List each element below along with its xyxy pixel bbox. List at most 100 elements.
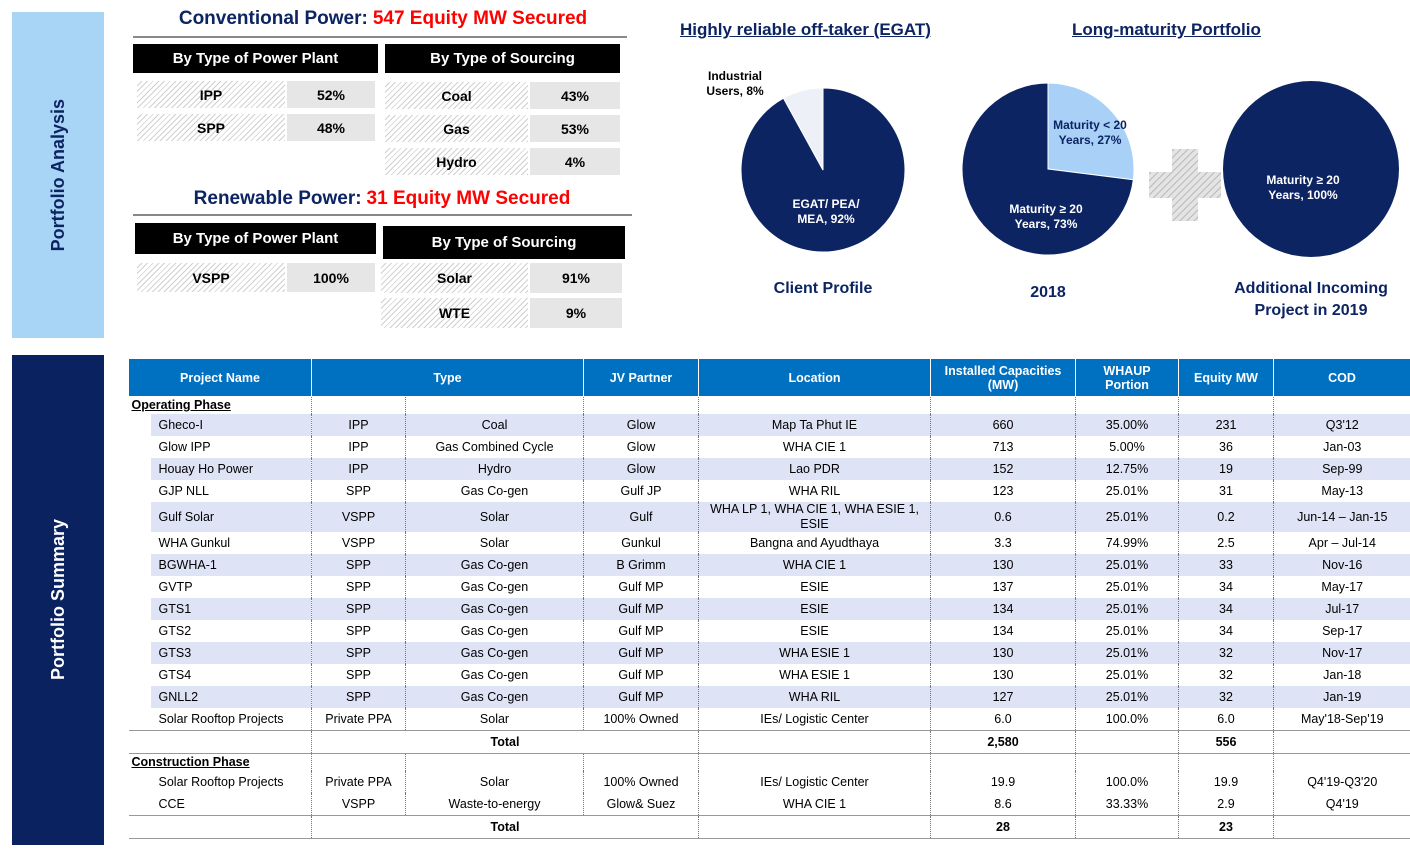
cell: Private PPA (311, 771, 406, 793)
cell: 6.0 (1178, 708, 1274, 731)
cell: 35.00% (1075, 414, 1179, 436)
cell: 34 (1178, 576, 1274, 598)
cell: 6.0 (930, 708, 1076, 731)
cell: Glow IPP (158, 439, 211, 454)
cell: Gulf MP (583, 686, 699, 708)
cell: Jan-03 (1273, 436, 1410, 458)
portfolio-table: Project Name Type JV Partner Location Instal… (128, 358, 1410, 839)
cell: WHA ESIE 1 (698, 664, 931, 686)
cell: Glow (583, 436, 699, 458)
cell (1273, 396, 1410, 414)
heading: Highly reliable off-taker (EGAT) (680, 20, 931, 39)
cell: Solar Rooftop Projects (158, 711, 284, 726)
column-header: Type (311, 358, 584, 397)
row-value: 4% (530, 148, 620, 175)
cell: 137 (930, 576, 1076, 598)
section-label: Operating Phase (131, 398, 231, 412)
cell: SPP (311, 686, 406, 708)
table-row: GTS2 SPP Gas Co-gen Gulf MP ESIE 134 25.01% 34 S… (129, 620, 1410, 642)
title-text: Renewable Power: (193, 188, 362, 209)
cell: 5.00% (1075, 436, 1179, 458)
table-row: BGWHA-1 SPP Gas Co-gen B Grimm WHA CIE 1 130 2… (128, 554, 1410, 576)
cell: 36 (1178, 436, 1274, 458)
cell: SPP (311, 576, 406, 598)
heading: Long-maturity Portfolio (1072, 20, 1261, 39)
cell: 100.0% (1075, 708, 1179, 731)
total-equity: 556 (1178, 730, 1274, 754)
cell: Gas Co-gen (405, 642, 584, 664)
cell: Jul-17 (1273, 598, 1410, 620)
cell: WHA ESIE 1 (698, 642, 931, 664)
row-value: 100% (287, 263, 375, 292)
cell (1075, 730, 1179, 754)
cell: May-13 (1273, 480, 1410, 502)
cell: 25.01% (1075, 642, 1179, 664)
cell: IEs/ Logistic Center (698, 708, 931, 731)
cell: SPP (311, 642, 406, 664)
table-row: Project Name Type JV Partner Location Instal… (128, 358, 1410, 397)
cell: WHA RIL (698, 480, 931, 502)
cell: Map Ta Phut IE (698, 414, 931, 436)
cell (1075, 753, 1179, 771)
cell: Jan-18 (1273, 664, 1410, 686)
column-header: JV Partner (583, 358, 699, 397)
pie-slice (961, 82, 1134, 256)
total-capacity: 28 (930, 815, 1076, 839)
cell: 19 (1178, 458, 1274, 480)
table-row: Total 28 23 (128, 815, 1410, 839)
cell: Jan-19 (1273, 686, 1410, 708)
cell: 134 (930, 598, 1076, 620)
cell: VSPP (311, 502, 406, 532)
cell: WHA CIE 1 (698, 554, 931, 576)
cell: Gas Co-gen (405, 576, 584, 598)
cell: B Grimm (583, 554, 699, 576)
cell: 25.01% (1075, 480, 1179, 502)
cell (311, 753, 406, 771)
sidebar-analysis: Portfolio Analysis (12, 12, 104, 338)
cell: 25.01% (1075, 554, 1179, 576)
cell: VSPP (311, 793, 406, 816)
cell: WHA CIE 1 (698, 793, 931, 816)
table-row: GJP NLL SPP Gas Co-gen Gulf JP WHA RIL 123 25.… (129, 480, 1410, 502)
cell: 0.6 (930, 502, 1076, 532)
cell (1075, 815, 1179, 839)
column-header: Equity MW (1178, 358, 1274, 397)
cell (405, 753, 584, 771)
cell: SPP (311, 598, 406, 620)
row-label: WTE (381, 298, 528, 328)
cell: GTS3 (128, 642, 312, 664)
cell: Gas Co-gen (405, 686, 584, 708)
table-row: Gulf Solar VSPP Solar Gulf WHA LP 1, WHA CIE… (128, 502, 1410, 532)
table-row: Operating Phase (129, 396, 1410, 414)
cell (128, 730, 312, 754)
cell: 32 (1178, 642, 1274, 664)
cell: Waste-to-energy (405, 793, 584, 816)
table-row: GTS3 SPP Gas Co-gen Gulf MP WHA ESIE 1 130 25.… (128, 642, 1410, 664)
cell: 74.99% (1075, 532, 1179, 554)
cell: 0.2 (1178, 502, 1274, 532)
cell: Gas Co-gen (405, 620, 584, 642)
cell: 19.9 (930, 771, 1076, 793)
table-row: Houay Ho Power IPP Hydro Glow Lao PDR 152 12.7… (128, 458, 1410, 480)
cell: WHA Gunkul (158, 535, 231, 550)
cell: 100% Owned (583, 771, 699, 793)
cell: Coal (405, 414, 584, 436)
pie-label: Maturity ≥ 20 Years, 73% (1009, 202, 1083, 231)
sidebar-summary: Portfolio Summary (12, 355, 104, 845)
cell: IPP (311, 436, 406, 458)
cell (930, 753, 1076, 771)
cell (583, 396, 699, 414)
cell (1178, 753, 1274, 771)
cell: Gulf MP (583, 642, 699, 664)
cell: IEs/ Logistic Center (698, 771, 931, 793)
row-label: IPP (137, 81, 285, 108)
cell (698, 396, 931, 414)
cell: Gas Co-gen (405, 480, 584, 502)
cell: 660 (930, 414, 1076, 436)
sidebar-label: Portfolio Summary (47, 519, 68, 681)
cell (930, 396, 1076, 414)
cell: Gulf MP (583, 664, 699, 686)
cell: Gunkul (583, 532, 699, 554)
cell: 32 (1178, 686, 1274, 708)
